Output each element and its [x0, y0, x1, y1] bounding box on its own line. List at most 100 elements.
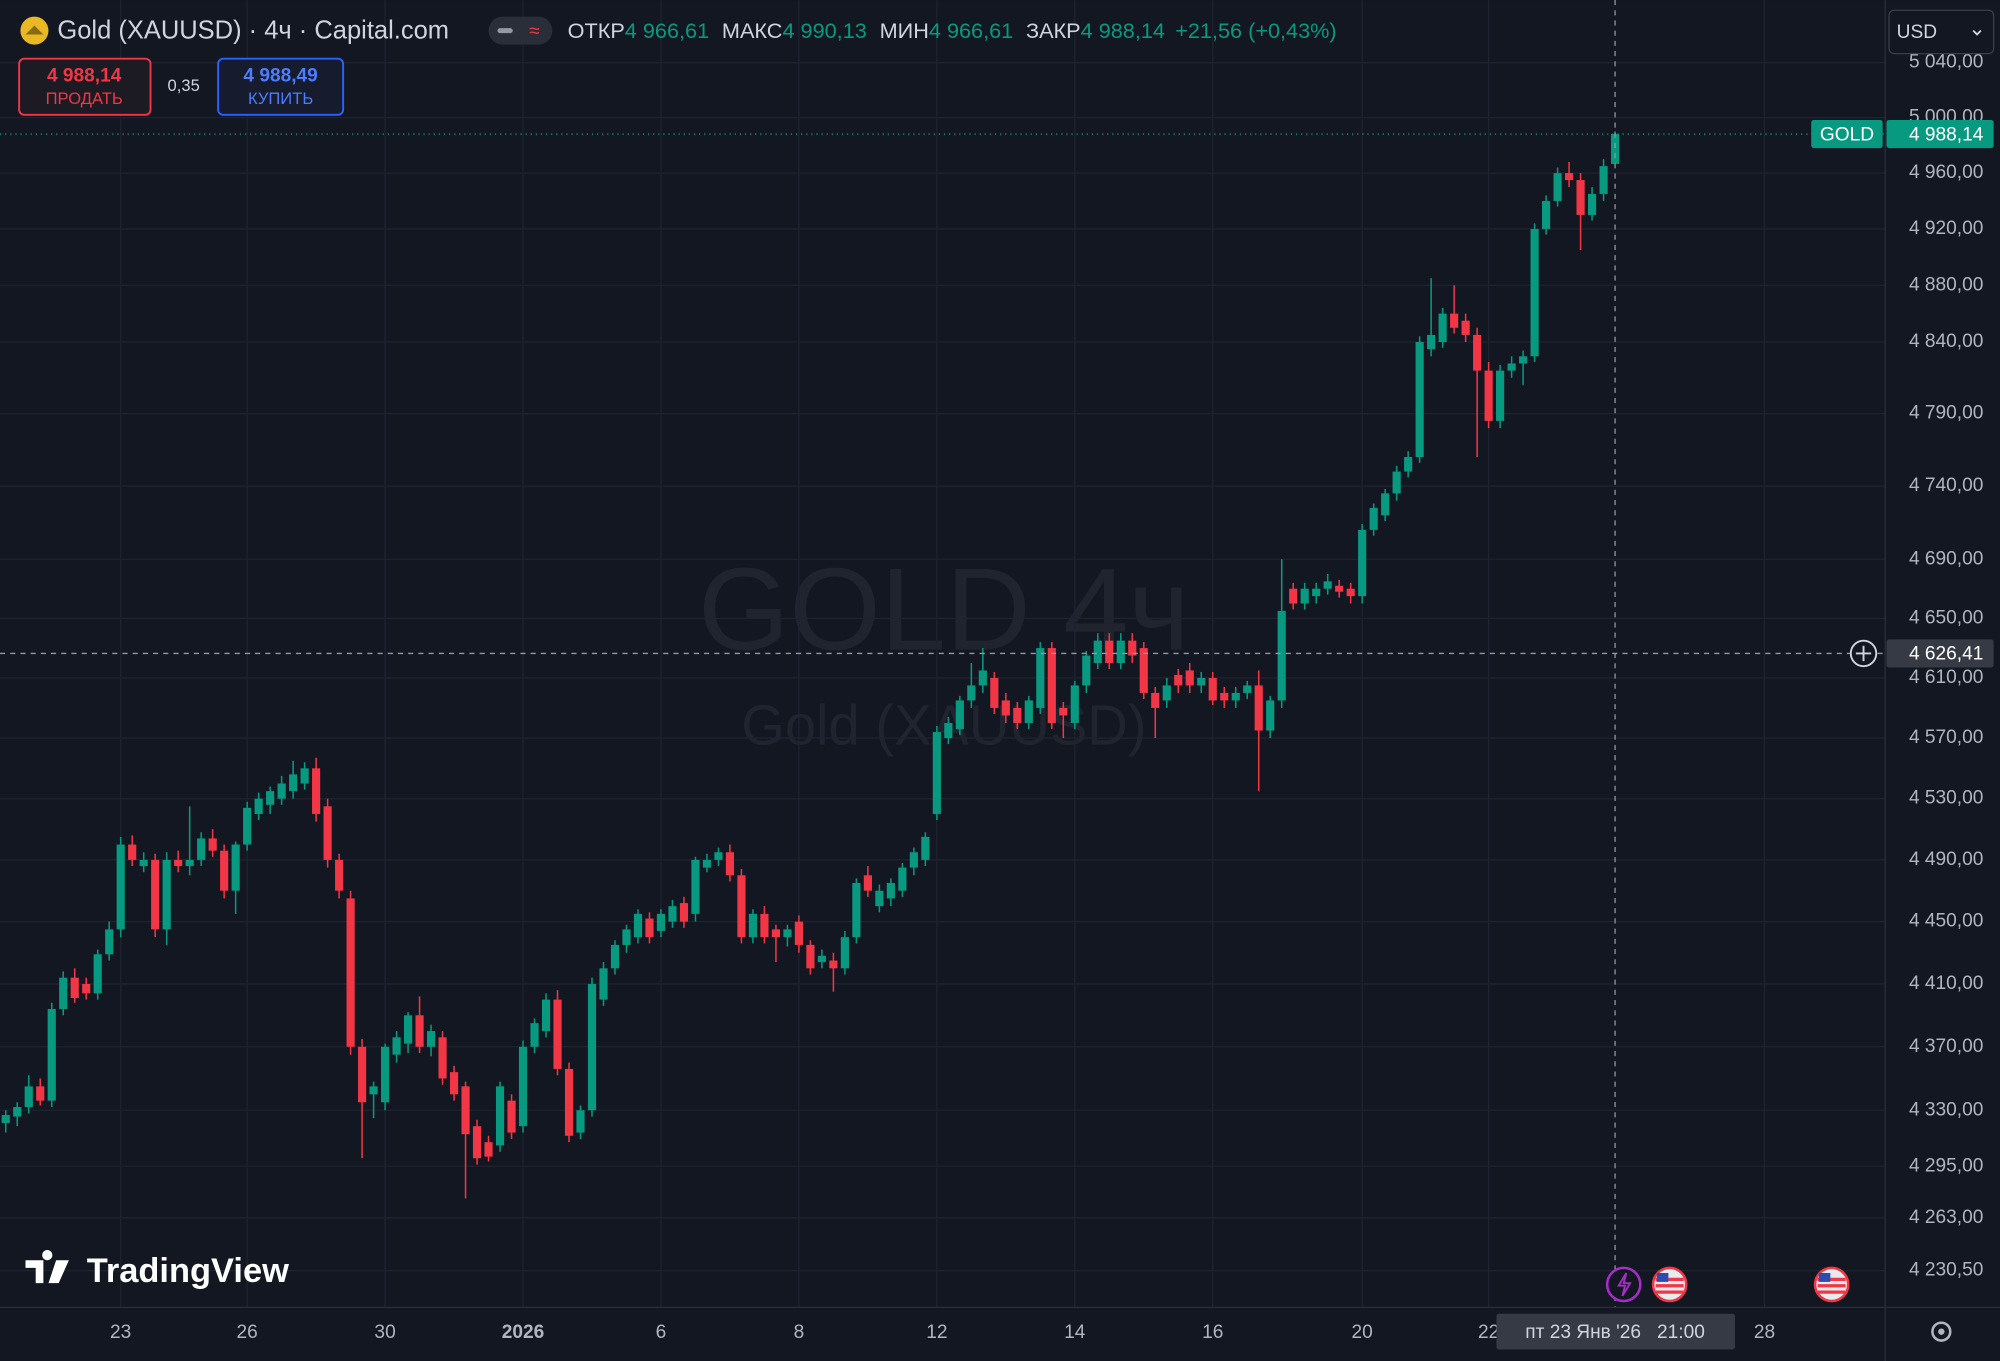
candle-body [1151, 692, 1160, 708]
candle-body [806, 944, 815, 969]
stat-value: 4 990,13 [782, 18, 866, 43]
stat-label: МАКС [722, 18, 783, 43]
candle-body [645, 918, 654, 938]
candle-body [323, 806, 332, 860]
candle-body [1496, 370, 1505, 421]
y-tick-label: 4 960,00 [1909, 162, 1983, 183]
candle-body [266, 791, 275, 805]
candle-body [220, 850, 229, 891]
candle-body [921, 836, 930, 860]
candle-body [760, 913, 769, 938]
candle-body [1266, 700, 1275, 731]
candle-body [472, 1126, 482, 1159]
candle-body [794, 921, 803, 945]
candle-body [13, 1107, 22, 1117]
settings-icon-center [1938, 1328, 1945, 1335]
candle-body [1013, 707, 1022, 723]
candle-body [817, 955, 826, 963]
candle-body [1427, 334, 1436, 350]
candles [1, 131, 1620, 1199]
x-tick-label: 14 [1064, 1322, 1086, 1343]
candle-body [932, 732, 941, 814]
candle-body [967, 685, 976, 701]
candle-body [1312, 588, 1321, 597]
sell-button[interactable] [18, 57, 152, 116]
candle-body [82, 983, 91, 994]
y-tick-label: 4 530,00 [1909, 788, 1983, 809]
candle-body [1243, 685, 1252, 693]
candle-body [254, 798, 263, 814]
candle-body [633, 913, 643, 938]
candle-body [1542, 200, 1551, 229]
candle-body [335, 859, 344, 891]
candle-body [679, 903, 689, 922]
chevron [1972, 29, 1982, 36]
currency-selector[interactable] [1888, 9, 1995, 55]
candle-body [610, 944, 620, 969]
flag-canton [1656, 1272, 1669, 1282]
crosshair-add-glyph [1855, 645, 1872, 662]
watermark-subtitle: Gold (XAUUSD) [741, 693, 1146, 756]
candle-body [59, 977, 68, 1010]
y-tick-label: 4 840,00 [1909, 331, 1983, 352]
candle-body [564, 1068, 574, 1136]
stat-value: 4 966,61 [929, 18, 1013, 43]
y-tick-label: 4 880,00 [1909, 274, 1983, 295]
status-pill[interactable] [488, 16, 553, 45]
x-tick-label: 20 [1352, 1322, 1373, 1343]
y-tick-label: 4 330,00 [1909, 1099, 1983, 1120]
axes: 4 230,50 4 263,00 4 295,00 4 330,00 4 370,00… [110, 52, 1994, 1350]
candle-body [771, 929, 781, 938]
candle-body [1530, 228, 1539, 357]
candle-body [1461, 320, 1470, 335]
symbol-title[interactable]: Gold (XAUUSD) · 4ч · Capital.com [57, 17, 449, 45]
candle-body [1024, 700, 1033, 723]
candle-body [553, 999, 562, 1069]
candle-body [208, 838, 217, 851]
candle-body [139, 859, 148, 867]
candle-body [1231, 692, 1240, 701]
candle-body [1484, 370, 1493, 421]
sell-label: ПРОДАТЬ [46, 89, 123, 108]
buy-button[interactable] [217, 57, 345, 116]
buy-price: 4 988,49 [243, 66, 317, 87]
y-tick-label: 4 610,00 [1909, 667, 1983, 688]
event-icon[interactable] [1605, 1266, 1642, 1303]
candle-body [1507, 363, 1516, 371]
last-price-name-tag [1811, 120, 1883, 149]
candle-body [231, 844, 240, 891]
candle-body [1254, 685, 1263, 731]
candle-body [1599, 166, 1608, 194]
candle-body [36, 1086, 45, 1101]
candle-body [1323, 581, 1332, 589]
candle-body [1415, 342, 1424, 458]
crosshair-price-label: 4 626,41 [1909, 644, 1983, 665]
candle-body [128, 844, 137, 860]
candle-body [369, 1086, 378, 1095]
candle-body [1059, 707, 1068, 716]
candle-body [312, 768, 321, 814]
candle-body [392, 1037, 401, 1055]
candle-body [587, 983, 597, 1111]
y-tick-label: 4 740,00 [1909, 475, 1983, 496]
candle-body [1289, 588, 1298, 604]
candle-body [1553, 173, 1562, 201]
candle-body [737, 875, 746, 938]
candle-body [1277, 610, 1286, 701]
y-tick-label: 4 690,00 [1909, 548, 1983, 569]
candle-body [886, 882, 895, 899]
candle-body [714, 852, 723, 860]
candle-body [668, 906, 677, 922]
candle-body [358, 1046, 367, 1103]
sell-price: 4 988,14 [47, 66, 122, 87]
candle-body [840, 937, 849, 969]
candle-body [1162, 685, 1171, 701]
candle-body [829, 960, 838, 969]
candle-body [1335, 585, 1344, 592]
settings-icon[interactable] [1931, 1321, 1952, 1342]
brand-logo [25, 1250, 69, 1284]
stat-value: 4 988,14 [1081, 18, 1165, 43]
candle-body [702, 859, 712, 868]
